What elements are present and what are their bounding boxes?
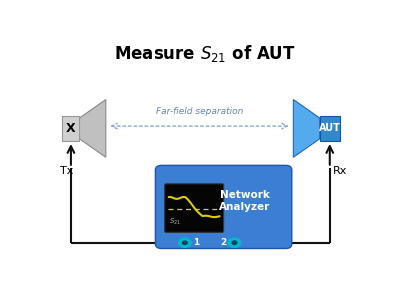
Text: X: X: [66, 122, 76, 135]
Circle shape: [182, 241, 187, 244]
Text: Measure $S_{21}$ of AUT: Measure $S_{21}$ of AUT: [114, 43, 296, 64]
Polygon shape: [293, 100, 320, 157]
Text: 2: 2: [220, 238, 227, 247]
Text: AUT: AUT: [319, 123, 341, 134]
Polygon shape: [62, 116, 80, 141]
Text: Network
Analyzer: Network Analyzer: [219, 190, 270, 212]
Circle shape: [228, 238, 241, 248]
Circle shape: [179, 238, 191, 248]
Text: 1: 1: [193, 238, 199, 247]
FancyBboxPatch shape: [165, 184, 224, 232]
Polygon shape: [80, 100, 106, 157]
Text: $S_{21}$: $S_{21}$: [169, 217, 181, 227]
Text: Tx: Tx: [60, 166, 74, 176]
Polygon shape: [320, 116, 340, 141]
Circle shape: [232, 241, 237, 244]
Text: Rx: Rx: [333, 166, 347, 176]
FancyBboxPatch shape: [155, 165, 292, 248]
Text: Far-field separation: Far-field separation: [156, 107, 243, 116]
